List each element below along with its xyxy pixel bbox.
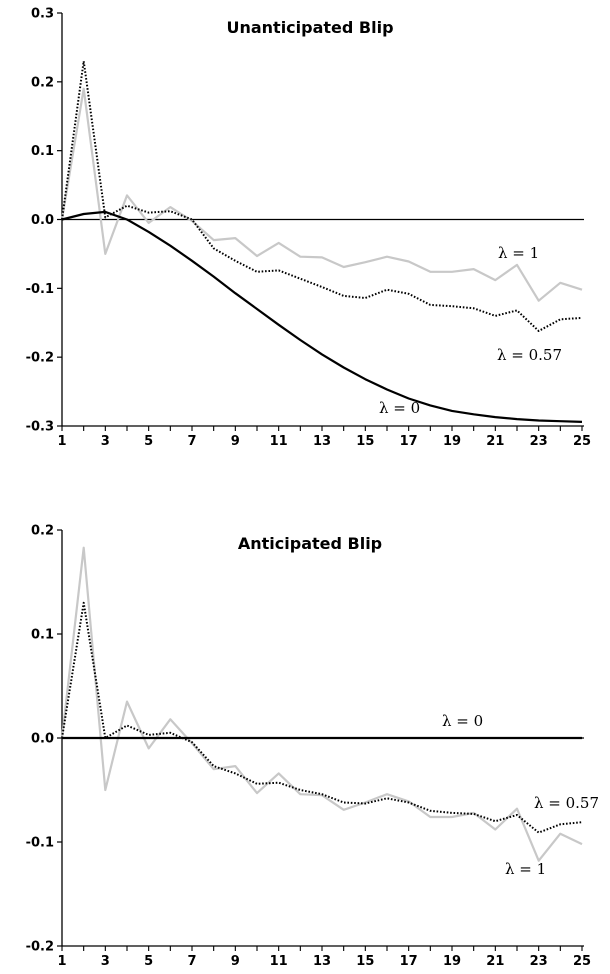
y-tick-label: -0.1 [26,836,54,851]
x-tick-label: 15 [356,954,374,969]
y-tick-label: -0.2 [26,351,54,366]
series-line-1 [60,87,583,302]
y-tick-label: 0.2 [31,75,54,90]
x-tick-label: 25 [573,434,591,449]
series-line-1 [60,546,583,862]
series-line-3 [61,210,583,423]
x-tick-label: 11 [270,954,288,969]
series-line-2 [61,60,583,332]
y-tick-label: 0.1 [31,144,54,159]
y-tick-label: 0.1 [31,628,54,643]
series-annotation: λ = 0 [379,399,420,417]
x-tick-label: 23 [530,434,548,449]
y-tick-label: 0.0 [31,213,54,228]
x-tick-label: 13 [313,434,331,449]
x-tick-label: 3 [101,434,110,449]
series-annotation: λ = 1 [498,244,539,262]
x-tick-label: 1 [57,954,66,969]
x-tick-label: 21 [486,434,504,449]
y-tick-label: -0.1 [26,282,54,297]
chart-panel-1: 0.30.20.10.0-0.1-0.2-0.31 3 5 7 9 11 13 15 17 19 2… [26,7,591,450]
y-tick-label: -0.3 [26,420,54,435]
y-tick-label: -0.2 [26,940,54,955]
x-tick-label: 23 [530,954,548,969]
x-tick-label: 15 [356,434,374,449]
x-tick-label: 9 [231,434,240,449]
series-annotation: λ = 0 [442,712,483,730]
x-tick-label: 3 [101,954,110,969]
series-annotation: λ = 0.57 [497,346,562,364]
series-annotation: λ = 0.57 [534,794,599,812]
x-tick-label: 17 [400,954,418,969]
x-tick-label: 17 [400,434,418,449]
x-tick-label: 5 [144,954,153,969]
x-tick-label: 19 [443,434,461,449]
x-tick-label: 1 [57,434,66,449]
x-tick-label: 11 [270,434,288,449]
series-line-2 [61,601,583,834]
y-tick-label: 0.2 [31,524,54,539]
x-tick-label: 7 [187,954,196,969]
y-tick-label: 0.0 [31,732,54,747]
x-tick-label: 7 [187,434,196,449]
x-tick-label: 25 [573,954,591,969]
chart-panel-2: 0.20.10.0-0.1-0.21 3 5 7 9 11 13 15 17 19 21 23 25An… [26,524,599,970]
x-tick-label: 21 [486,954,504,969]
x-tick-label: 5 [144,434,153,449]
chart-title: Unanticipated Blip [226,18,393,37]
x-tick-label: 9 [231,954,240,969]
y-tick-label: 0.3 [31,7,54,22]
series-annotation: λ = 1 [505,860,546,878]
chart-title: Anticipated Blip [238,534,382,553]
x-tick-label: 19 [443,954,461,969]
x-tick-label: 13 [313,954,331,969]
